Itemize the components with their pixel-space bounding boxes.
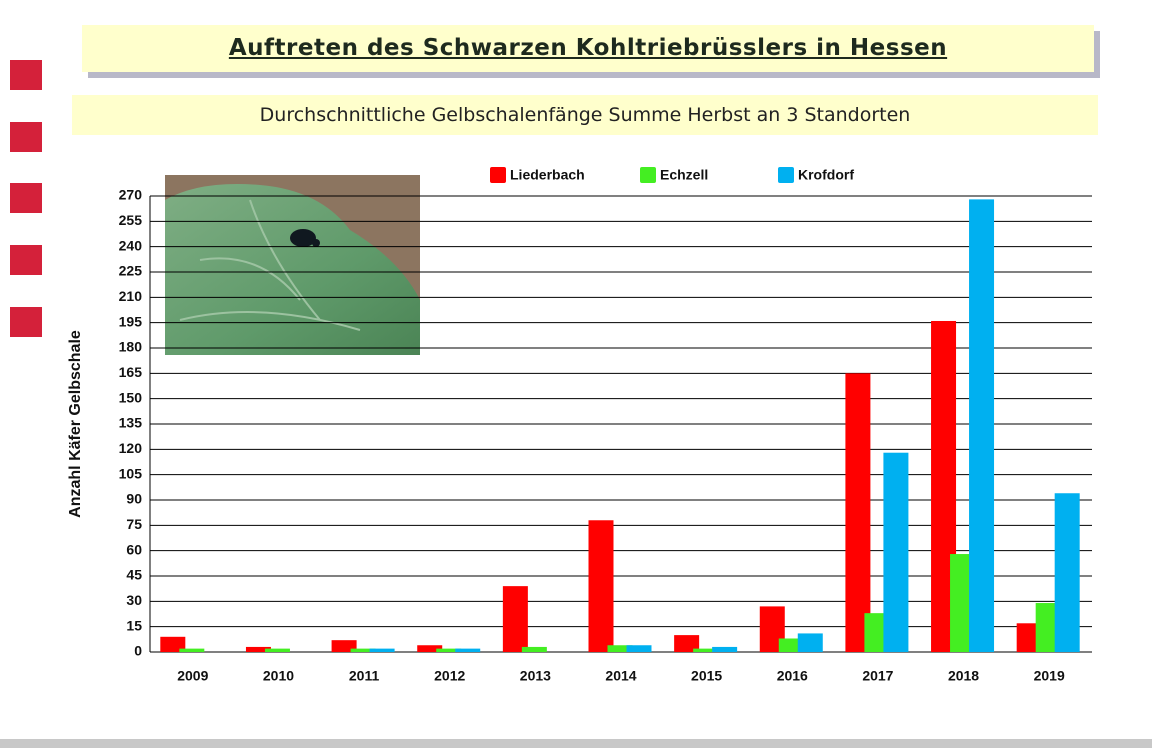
x-tick-label: 2015 bbox=[691, 668, 722, 684]
y-tick-label: 240 bbox=[119, 237, 143, 253]
bar bbox=[883, 453, 908, 652]
legend-swatch bbox=[778, 167, 794, 183]
y-tick-label: 225 bbox=[119, 263, 143, 279]
y-axis-label: Anzahl Käfer Gelbschale bbox=[67, 330, 84, 518]
y-tick-label: 0 bbox=[134, 643, 142, 659]
bar bbox=[1055, 493, 1080, 652]
y-tick-label: 150 bbox=[119, 389, 143, 405]
bottom-bar bbox=[0, 739, 1152, 748]
y-tick-label: 60 bbox=[126, 541, 142, 557]
x-tick-label: 2009 bbox=[177, 668, 208, 684]
bar bbox=[845, 373, 870, 652]
x-tick-label: 2017 bbox=[862, 668, 893, 684]
y-tick-label: 180 bbox=[119, 339, 143, 355]
photo bbox=[165, 175, 420, 355]
x-tick-label: 2014 bbox=[605, 668, 636, 684]
x-tick-label: 2011 bbox=[349, 668, 380, 684]
bar bbox=[370, 649, 395, 652]
bar bbox=[522, 647, 547, 652]
y-tick-label: 15 bbox=[126, 617, 142, 633]
y-tick-label: 30 bbox=[126, 592, 142, 608]
bar bbox=[455, 649, 480, 652]
x-tick-label: 2019 bbox=[1034, 668, 1065, 684]
x-tick-label: 2016 bbox=[777, 668, 808, 684]
bar bbox=[798, 633, 823, 652]
y-tick-label: 120 bbox=[119, 440, 143, 456]
x-tick-label: 2012 bbox=[434, 668, 465, 684]
chart: Anzahl Käfer Gelbschale 0 15 30 45 60 75 90 105… bbox=[0, 0, 1152, 738]
legend-swatch bbox=[640, 167, 656, 183]
x-tick-label: 2010 bbox=[263, 668, 294, 684]
bar bbox=[969, 199, 994, 652]
y-tick-label: 270 bbox=[119, 187, 143, 203]
y-tick-label: 210 bbox=[119, 288, 143, 304]
y-tick-label: 135 bbox=[119, 415, 143, 431]
bar bbox=[712, 647, 737, 652]
y-tick-label: 45 bbox=[126, 567, 142, 583]
legend-label: Echzell bbox=[660, 167, 708, 183]
legend-swatch bbox=[490, 167, 506, 183]
bar bbox=[265, 649, 290, 652]
y-tick-label: 195 bbox=[119, 313, 143, 329]
y-tick-label: 165 bbox=[119, 364, 143, 380]
y-tick-label: 255 bbox=[119, 212, 143, 228]
bar bbox=[503, 586, 528, 652]
legend-label: Liederbach bbox=[510, 167, 585, 183]
bar bbox=[179, 649, 204, 652]
slide: {"chart_data": {"type": "bar", "title": … bbox=[0, 0, 1152, 748]
bar bbox=[589, 520, 614, 652]
legend-label: Krofdorf bbox=[798, 167, 854, 183]
y-tick-label: 105 bbox=[119, 465, 143, 481]
x-tick-label: 2013 bbox=[520, 668, 551, 684]
y-tick-label: 75 bbox=[126, 516, 142, 532]
bar bbox=[627, 645, 652, 652]
y-tick-label: 90 bbox=[126, 491, 142, 507]
x-tick-label: 2018 bbox=[948, 668, 979, 684]
